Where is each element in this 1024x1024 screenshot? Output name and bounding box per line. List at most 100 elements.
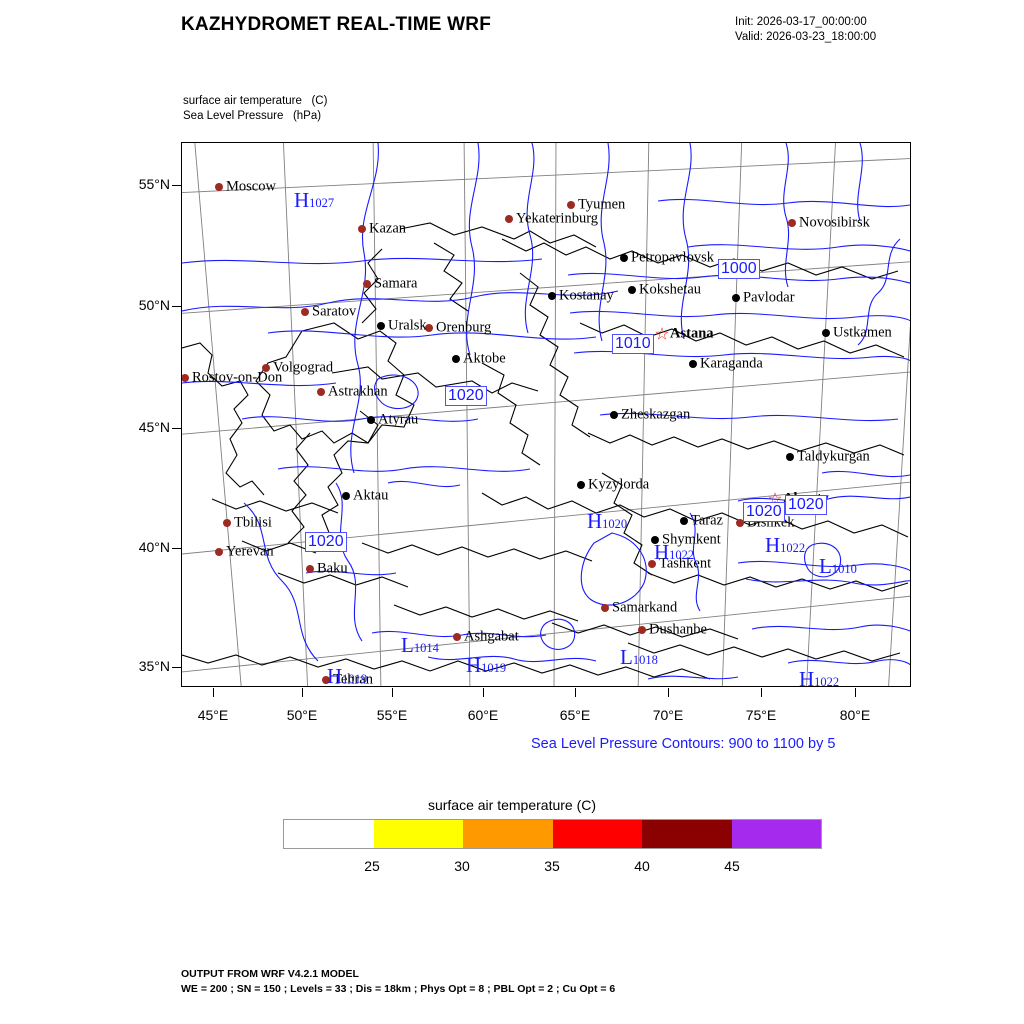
- city-dot: [215, 548, 223, 556]
- page-title: KAZHYDROMET REAL-TIME WRF: [181, 14, 492, 35]
- city-dot: [317, 388, 325, 396]
- city-label: Astrakhan: [328, 383, 388, 400]
- longitude-tick-mark: [302, 688, 304, 697]
- longitude-tick-label: 70°E: [652, 707, 684, 723]
- city-dot: [680, 517, 688, 525]
- pressure-center-l: L1018: [620, 645, 658, 670]
- city-dot: [736, 519, 744, 527]
- footer-line-1: OUTPUT FROM WRF V4.2.1 MODEL: [181, 968, 359, 980]
- longitude-tick-mark: [761, 688, 763, 697]
- city-label: Tbilisi: [234, 514, 272, 531]
- caption-temperature: surface air temperature (C): [183, 95, 328, 107]
- valid-time: Valid: 2026-03-23_18:00:00: [735, 31, 877, 43]
- pressure-center-type: H: [654, 540, 670, 564]
- latitude-tick-label: 35°N: [138, 658, 170, 674]
- pressure-center-value: 1027: [309, 196, 335, 210]
- city-dot: [182, 374, 189, 382]
- city-label: Shymkent: [662, 531, 721, 548]
- city-label: Baku: [317, 560, 348, 577]
- city-label: Tyumen: [578, 196, 626, 213]
- longitude-tick-mark: [213, 688, 215, 697]
- longitude-tick-mark: [575, 688, 577, 697]
- contour-value-label: 1020: [785, 495, 827, 515]
- colorbar-title: surface air temperature (C): [427, 797, 597, 813]
- city-dot: [223, 519, 231, 527]
- longitude-tick-label: 45°E: [197, 707, 229, 723]
- city-label: Tehran: [333, 671, 374, 687]
- model-footer: OUTPUT FROM WRF V4.2.1 MODEL WE = 200 ; …: [181, 967, 615, 997]
- city-dot: [505, 215, 513, 223]
- colorbar-band: [731, 820, 821, 848]
- map-panel[interactable]: Moscow Kazan Samara Saratov Volgograd Rostov-…: [181, 142, 911, 687]
- city-dot: [786, 453, 794, 461]
- colorbar-tick-label: 40: [634, 858, 650, 874]
- longitude-tick-label: 60°E: [467, 707, 499, 723]
- longitude-tick-mark: [483, 688, 485, 697]
- city-dot: [306, 565, 314, 573]
- city-label: Samara: [374, 275, 418, 292]
- city-label: Kostanay: [559, 287, 614, 304]
- city-dot: [788, 219, 796, 227]
- city-label: Ustkamen: [833, 324, 892, 341]
- city-dot: [452, 355, 460, 363]
- city-dot: [822, 329, 830, 337]
- colorbar-tick-label: 25: [364, 858, 380, 874]
- colorbar-ticks: 25 30 35 40 45: [283, 858, 822, 878]
- city-dot: [453, 633, 461, 641]
- contour-value-label: 1000: [718, 259, 760, 279]
- pressure-center-type: L: [401, 633, 414, 657]
- contour-caption: Sea Level Pressure Contours: 900 to 1100…: [531, 736, 836, 752]
- longitude-tick-label: 75°E: [745, 707, 777, 723]
- latitude-tick-mark: [172, 548, 182, 550]
- city-dot: [377, 322, 385, 330]
- city-dot: [262, 364, 270, 372]
- colorbar[interactable]: [283, 819, 822, 849]
- city-label: Yerevan: [226, 543, 274, 560]
- field-caption: surface air temperature (C) Sea Level Pr…: [183, 94, 327, 124]
- pressure-center-value: 1022: [669, 548, 695, 562]
- caption-pressure: Sea Level Pressure (hPa): [183, 110, 322, 122]
- city-label: Petropavlovsk: [631, 249, 714, 266]
- latitude-tick-label: 55°N: [138, 176, 170, 192]
- city-label: Tashkent: [659, 555, 712, 572]
- city-label: Karaganda: [700, 355, 763, 372]
- latitude-tick-mark: [172, 428, 182, 430]
- city-label: Pavlodar: [743, 289, 795, 306]
- contour-value-label: 1020: [743, 502, 785, 522]
- map-graphics: [182, 143, 910, 686]
- capital-star-icon: ☆: [654, 324, 670, 344]
- coastlines-borders: [182, 222, 909, 680]
- pressure-center-type: H: [466, 653, 482, 677]
- pressure-center-value: 1022: [780, 541, 806, 555]
- city-dot: [610, 411, 618, 419]
- city-dot: [638, 626, 646, 634]
- city-label: Zheskazgan: [621, 406, 691, 423]
- city-label: Aktobe: [463, 350, 506, 367]
- colorbar-band: [552, 820, 642, 848]
- city-label: Rostov-on-Don: [192, 369, 283, 386]
- city-label: Ashgabat: [464, 628, 519, 645]
- pressure-center-value: 1019: [481, 661, 507, 675]
- pressure-center-type: L: [819, 554, 832, 578]
- city-dot: [215, 183, 223, 191]
- longitude-tick-label: 55°E: [376, 707, 408, 723]
- longitude-tick-label: 65°E: [559, 707, 591, 723]
- city-dot: [577, 481, 585, 489]
- colorbar-tick-label: 45: [724, 858, 740, 874]
- colorbar-band: [284, 820, 374, 848]
- footer-line-2: WE = 200 ; SN = 150 ; Levels = 33 ; Dis …: [181, 983, 616, 995]
- city-dot: [648, 560, 656, 568]
- pressure-center-type: H: [327, 664, 343, 687]
- city-label: Taraz: [691, 512, 723, 529]
- city-label: Saratov: [312, 303, 357, 320]
- city-label: Novosibirsk: [799, 214, 870, 231]
- city-label: Moscow: [226, 178, 276, 195]
- pressure-center-l: L1010: [819, 554, 857, 579]
- city-label: Volgograd: [273, 359, 334, 376]
- city-dot: [367, 416, 375, 424]
- colorbar-tick-label: 35: [544, 858, 560, 874]
- pressure-center-h: H1027: [294, 188, 334, 213]
- city-label: Kazan: [369, 220, 407, 237]
- city-label: Uralsk: [388, 317, 427, 334]
- longitude-tick-mark: [392, 688, 394, 697]
